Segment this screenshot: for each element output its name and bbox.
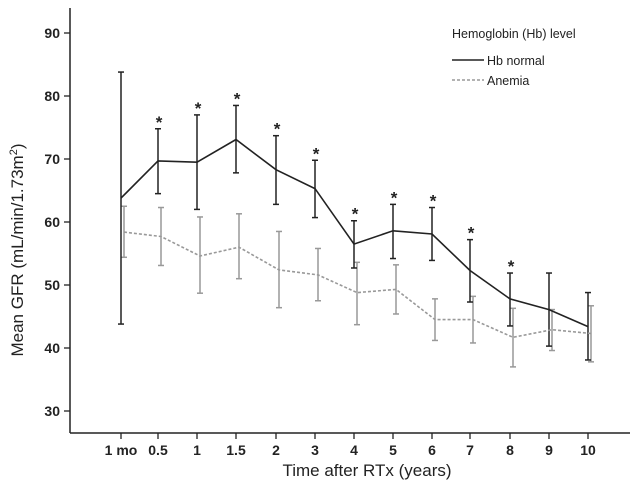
y-tick-label: 90 (44, 25, 60, 41)
significance-star: * (468, 224, 475, 243)
significance-star: * (430, 192, 437, 211)
y-tick-label: 80 (44, 88, 60, 104)
x-tick-label: 10 (580, 442, 596, 458)
legend-label-hb-normal: Hb normal (487, 54, 545, 68)
significance-stars: * * * * * * * * * * (156, 89, 515, 276)
hb-normal-error-bars (118, 71, 591, 361)
x-tick-label: 5 (389, 442, 397, 458)
y-axis-ticks: 30 40 50 60 70 80 90 (44, 25, 70, 419)
y-axis-label-sup: 2 (8, 149, 20, 155)
hb-normal-line (120, 138, 589, 328)
significance-star: * (156, 113, 163, 132)
x-tick-label: 6 (428, 442, 436, 458)
significance-star: * (352, 205, 359, 224)
y-tick-label: 30 (44, 403, 60, 419)
x-tick-label: 8 (506, 442, 514, 458)
legend-label-anemia: Anemia (487, 74, 529, 88)
x-tick-label: 0.5 (148, 442, 168, 458)
y-axis-label: Mean GFR (mL/min/1.73m2) (8, 143, 27, 356)
series-lines (120, 138, 592, 339)
x-tick-label: 1 mo (105, 442, 138, 458)
anemia-error-bars (121, 205, 594, 368)
x-tick-label: 7 (466, 442, 474, 458)
significance-star: * (391, 188, 398, 207)
x-axis-ticks: 1 mo 0.5 1 1.5 2 3 4 5 6 7 8 9 10 (105, 433, 596, 458)
x-tick-label: 2 (272, 442, 280, 458)
x-axis-label: Time after RTx (years) (282, 461, 451, 480)
anemia-line (123, 231, 592, 339)
legend: Hemoglobin (Hb) level Hb normal Anemia (452, 27, 576, 88)
significance-star: * (274, 120, 281, 139)
y-tick-label: 40 (44, 340, 60, 356)
y-tick-label: 50 (44, 277, 60, 293)
significance-star: * (195, 99, 202, 118)
y-tick-label: 60 (44, 214, 60, 230)
x-tick-label: 1.5 (226, 442, 246, 458)
y-axis-label-main: Mean GFR (mL/min/1.73m (8, 155, 27, 356)
significance-star: * (234, 89, 241, 108)
y-tick-label: 70 (44, 151, 60, 167)
significance-star: * (313, 144, 320, 163)
y-axis-label-close: ) (8, 143, 27, 149)
x-tick-label: 9 (545, 442, 553, 458)
x-tick-label: 4 (350, 442, 358, 458)
significance-star: * (508, 257, 515, 276)
x-tick-label: 3 (311, 442, 319, 458)
legend-title: Hemoglobin (Hb) level (452, 27, 576, 41)
x-tick-label: 1 (193, 442, 201, 458)
